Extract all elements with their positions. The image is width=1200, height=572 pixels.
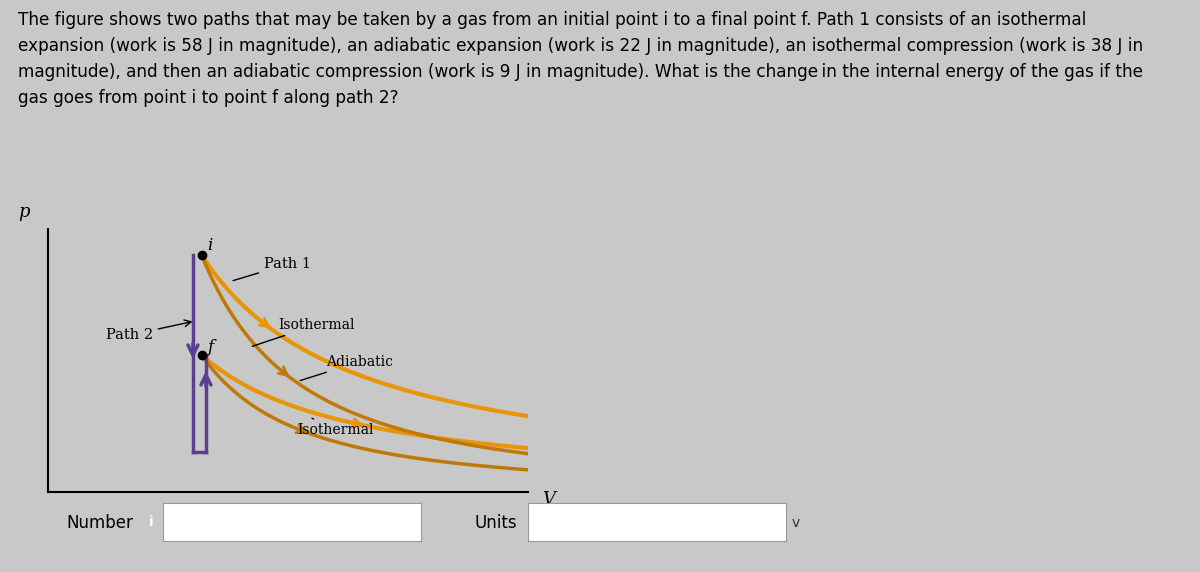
Text: v: v [792, 517, 800, 530]
Text: i: i [208, 237, 212, 254]
Text: Number: Number [66, 514, 133, 533]
Text: Units: Units [474, 514, 517, 533]
Text: p: p [18, 203, 30, 221]
Text: Isothermal: Isothermal [252, 318, 355, 346]
Text: V: V [542, 491, 556, 509]
Text: Path 1: Path 1 [233, 257, 311, 281]
Text: Path 2: Path 2 [106, 320, 191, 342]
Text: Isothermal: Isothermal [298, 418, 374, 437]
Text: The figure shows two paths that may be taken by a gas from an initial point i to: The figure shows two paths that may be t… [18, 11, 1144, 106]
Text: i: i [149, 515, 154, 529]
Text: f: f [208, 339, 214, 356]
Text: Adiabatic: Adiabatic [300, 355, 394, 380]
